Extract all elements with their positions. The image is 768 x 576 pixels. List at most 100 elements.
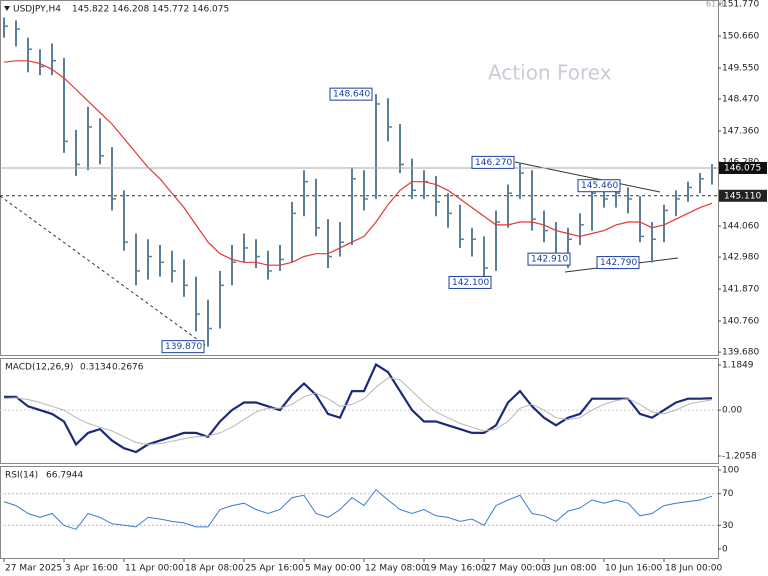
y-tick-label: 144.060 bbox=[722, 222, 759, 232]
annotation-label: 145.460 bbox=[581, 181, 618, 191]
ohlc-bar bbox=[495, 210, 500, 271]
ohlc-bar bbox=[471, 227, 476, 257]
open: 145.822 bbox=[72, 5, 109, 15]
ohlc-bar bbox=[39, 49, 44, 76]
ohlc-bar bbox=[315, 178, 320, 237]
ohlc-bar bbox=[375, 94, 380, 199]
ohlc-bar bbox=[75, 129, 80, 176]
ohlc-bar bbox=[291, 201, 296, 263]
ohlc-bar bbox=[687, 181, 692, 202]
ohlc-bar bbox=[15, 20, 20, 47]
macd-readout: 0.2676 bbox=[112, 363, 144, 373]
ohlc-bar bbox=[639, 196, 644, 243]
ohlc-bar bbox=[423, 170, 428, 199]
macd-pane bbox=[0, 358, 719, 464]
annotation-box bbox=[161, 340, 205, 354]
trend-line bbox=[514, 161, 661, 193]
ohlc-bar bbox=[195, 276, 200, 332]
macd-line bbox=[3, 377, 713, 445]
ohlc-bar bbox=[327, 219, 332, 269]
level-box bbox=[719, 189, 767, 202]
ohlc-bar bbox=[675, 190, 680, 217]
y-tick-label: 0 bbox=[722, 545, 728, 555]
y-tick-label: 151.770 bbox=[722, 0, 759, 10]
trend-line bbox=[0, 195, 206, 346]
price-pane bbox=[0, 0, 719, 356]
y-tick-label: 142.980 bbox=[722, 253, 759, 263]
ohlc-bar bbox=[135, 233, 140, 286]
y-tick-label: -1.2058 bbox=[722, 451, 757, 461]
ohlc-bar bbox=[3, 17, 8, 38]
ohlc-bar bbox=[219, 270, 224, 329]
ohlc-bar bbox=[531, 170, 536, 231]
x-tick-label: 12 May 08:00 bbox=[365, 564, 427, 574]
ohlc-bar bbox=[159, 245, 164, 277]
x-tick-label: 11 Apr 00:00 bbox=[125, 564, 184, 574]
price-label: 146.075 bbox=[724, 163, 761, 173]
ohlc-bar bbox=[231, 245, 236, 286]
ohlc-bar bbox=[27, 37, 32, 73]
y-tick-label: 100 bbox=[722, 466, 739, 476]
annotation-label: 146.270 bbox=[475, 158, 512, 168]
annotation-box bbox=[471, 155, 515, 169]
level-label: 145.110 bbox=[724, 191, 761, 201]
y-tick-label: 140.760 bbox=[722, 317, 759, 327]
ohlc-bar bbox=[663, 204, 668, 243]
y-tick-label: 149.550 bbox=[722, 63, 759, 73]
ohlc-bar bbox=[351, 167, 356, 246]
y-tick-label: 141.870 bbox=[722, 285, 759, 295]
ohlc-bar bbox=[111, 147, 116, 211]
ohlc-bar bbox=[387, 98, 392, 142]
annotation-label: 142.790 bbox=[600, 258, 637, 268]
ohlc-bar bbox=[483, 236, 488, 283]
annotation-box bbox=[448, 275, 492, 289]
ohlc-bar bbox=[591, 187, 596, 231]
x-tick-label: 5 May 00:00 bbox=[305, 564, 361, 574]
rsi-title: RSI(14) bbox=[5, 471, 38, 481]
low: 145.772 bbox=[152, 5, 189, 15]
ohlc-bar bbox=[651, 221, 656, 263]
macd-title: MACD(12,26,9) bbox=[5, 363, 73, 373]
ohlc-bar bbox=[627, 187, 632, 214]
y-tick-label: 0.00 bbox=[722, 406, 742, 416]
x-tick-label: 19 May 16:00 bbox=[425, 564, 487, 574]
annotation-label: 139.870 bbox=[165, 342, 202, 352]
ohlc-bar bbox=[63, 57, 68, 153]
y-tick-label: 139.680 bbox=[722, 348, 759, 358]
ohlc-bar bbox=[459, 204, 464, 248]
ohlc-bar bbox=[363, 170, 368, 211]
x-tick-label: 25 Apr 16:00 bbox=[245, 564, 304, 574]
ohlc-bar bbox=[279, 245, 284, 271]
ohlc-bar bbox=[123, 190, 128, 251]
annotation-box bbox=[596, 256, 640, 270]
x-tick-label: 27 Mar 2025 bbox=[5, 564, 62, 574]
y-tick-label: 148.470 bbox=[722, 95, 759, 105]
ohlc-bar bbox=[339, 221, 344, 257]
ohlc-bar bbox=[435, 175, 440, 217]
y-tick-label: 30 bbox=[722, 521, 734, 531]
ohlc-bar bbox=[507, 184, 512, 228]
ohlc-bar bbox=[303, 170, 308, 217]
annotation-box bbox=[527, 252, 571, 266]
ohlc-bar bbox=[207, 299, 212, 347]
ohlc-bar bbox=[243, 233, 248, 263]
rsi-line bbox=[3, 489, 713, 530]
collapse-icon bbox=[4, 6, 10, 11]
y-tick-label: 1.1849 bbox=[722, 361, 754, 371]
x-tick-label: 18 Apr 08:00 bbox=[185, 564, 244, 574]
ohlc-bar bbox=[87, 106, 92, 171]
ohlc-bar bbox=[255, 239, 260, 269]
x-tick-label: 18 Jun 00:00 bbox=[665, 564, 722, 574]
moving-average bbox=[3, 60, 713, 266]
symbol: USDJPY,H4 bbox=[13, 5, 61, 15]
ohlc-bar bbox=[447, 193, 452, 228]
macd-line bbox=[4, 362, 713, 454]
ohlc-bar bbox=[711, 164, 716, 185]
ohlc-bar bbox=[99, 118, 104, 165]
watermark: Action Forex bbox=[488, 61, 612, 85]
rsi-readout: 66.7944 bbox=[46, 471, 83, 481]
annotation-box bbox=[577, 179, 621, 193]
ohlc-bar bbox=[147, 239, 152, 280]
ohlc-bar bbox=[699, 173, 704, 194]
